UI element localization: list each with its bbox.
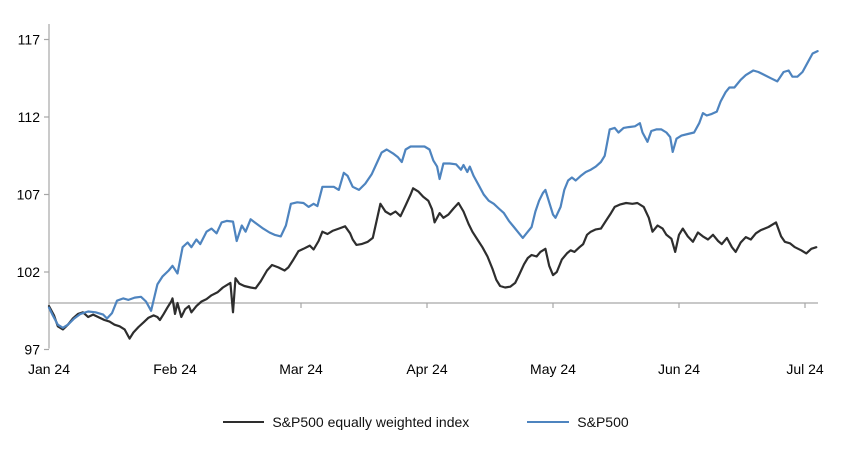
legend-label-equal-weight: S&P500 equally weighted index — [272, 414, 470, 430]
legend-swatch-equal-weight — [223, 421, 265, 423]
x-axis-tick-label: Feb 24 — [153, 361, 197, 377]
x-axis-tick-label: Mar 24 — [279, 361, 323, 377]
legend-item-equal-weight: S&P500 equally weighted index — [223, 414, 469, 430]
y-axis-tick-label: 102 — [17, 264, 41, 280]
legend-label-sp500: S&P500 — [577, 414, 629, 430]
y-axis-tick-label: 107 — [17, 187, 41, 203]
x-axis-tick-label: Jan 24 — [28, 361, 70, 377]
y-axis-tick-label: 97 — [24, 342, 40, 358]
x-axis-tick-label: Jun 24 — [658, 361, 700, 377]
chart-legend: S&P500 equally weighted index S&P500 — [0, 410, 852, 434]
x-axis-tick-label: Apr 24 — [406, 361, 447, 377]
legend-swatch-sp500 — [527, 421, 570, 423]
x-axis-tick-label: Jul 24 — [786, 361, 824, 377]
legend-item-sp500: S&P500 — [527, 414, 629, 430]
series-line-sp500 — [47, 49, 819, 329]
series-line-equal-weight — [47, 187, 818, 340]
y-axis-tick-label: 112 — [18, 109, 41, 125]
x-axis-tick-label: May 24 — [530, 361, 576, 377]
y-axis-tick-label: 117 — [18, 32, 41, 48]
